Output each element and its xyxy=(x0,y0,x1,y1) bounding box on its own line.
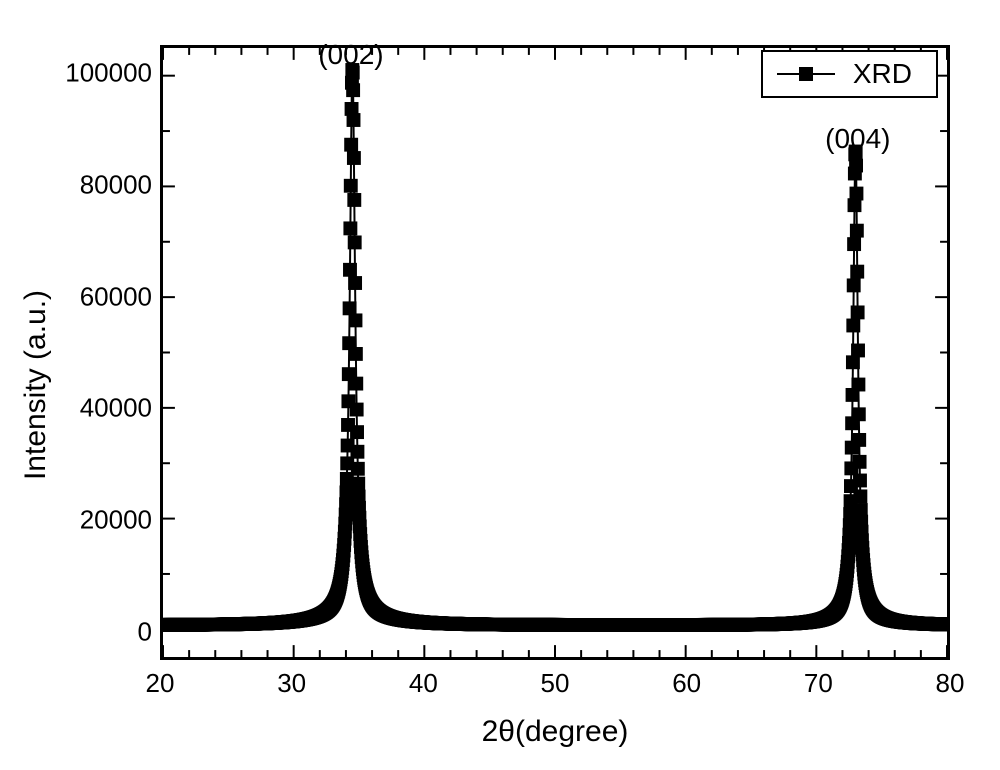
legend-symbol xyxy=(777,64,835,84)
legend-label: XRD xyxy=(853,58,912,90)
x-tick-label: 20 xyxy=(146,668,175,699)
y-axis-label: Intensity (a.u.) xyxy=(19,290,53,480)
legend: XRD xyxy=(761,50,938,98)
x-tick-label: 70 xyxy=(804,668,833,699)
y-tick-label: 40000 xyxy=(80,393,152,424)
y-tick-label: 100000 xyxy=(65,57,152,88)
x-tick-label: 60 xyxy=(672,668,701,699)
x-tick-label: 50 xyxy=(541,668,570,699)
x-tick-label: 80 xyxy=(936,668,965,699)
x-tick-label: 40 xyxy=(409,668,438,699)
peak-label: (004) xyxy=(825,123,890,155)
xrd-chart: Intensity (a.u.) 2θ(degree) XRD 20 30 40 50… xyxy=(0,0,1000,770)
y-tick-label: 20000 xyxy=(80,505,152,536)
x-tick-label: 30 xyxy=(277,668,306,699)
x-axis-label: 2θ(degree) xyxy=(482,715,629,749)
y-tick-label: 60000 xyxy=(80,281,152,312)
peak-label: (002) xyxy=(318,39,383,71)
y-tick-label: 0 xyxy=(138,617,152,648)
y-tick-label: 80000 xyxy=(80,169,152,200)
